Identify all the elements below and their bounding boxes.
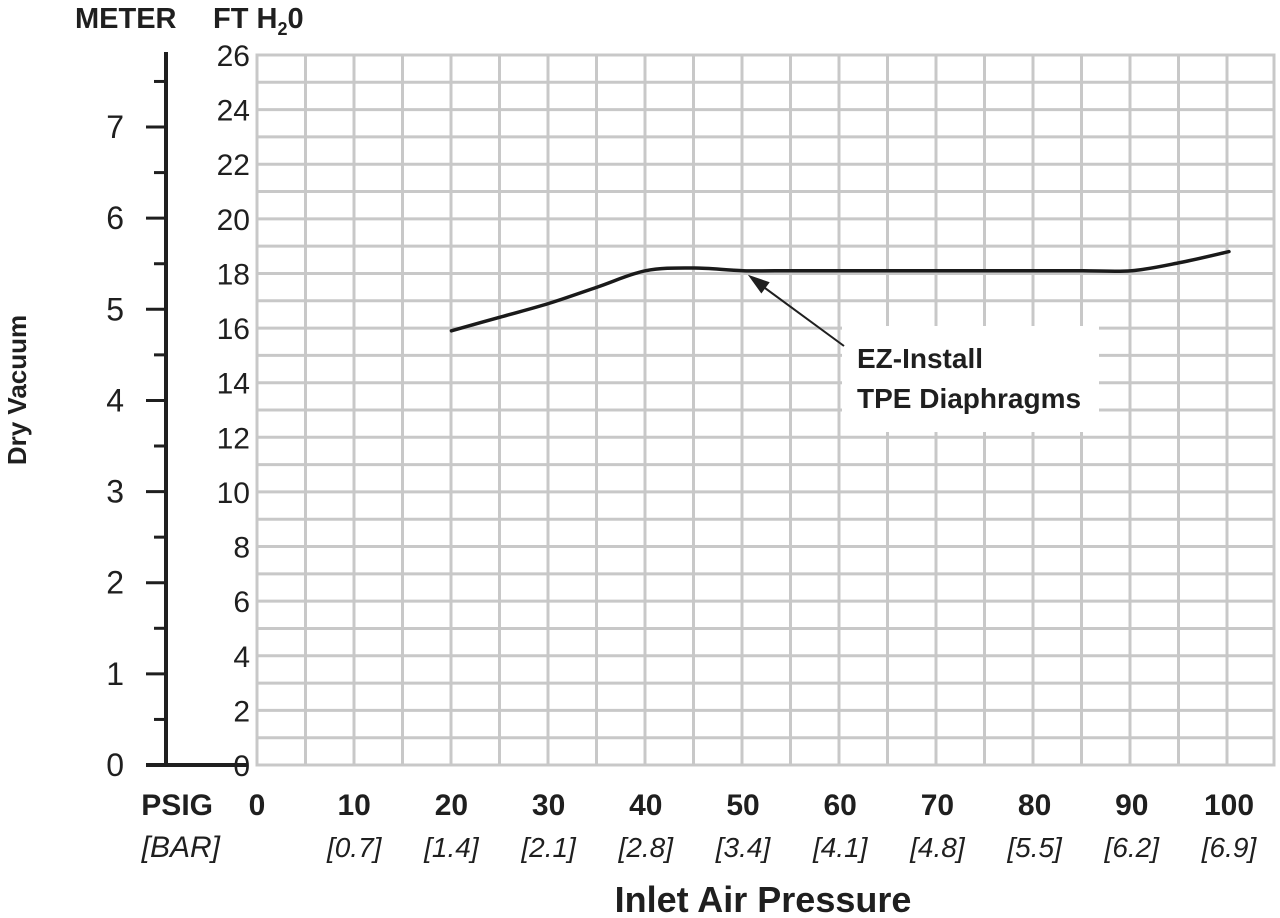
bar-tick-label: [2.8] <box>618 832 675 863</box>
ft-h2o-unit-sub: 2 <box>277 19 287 39</box>
bar-unit-label: [BAR] <box>141 831 221 864</box>
meter-tick-label: 2 <box>106 565 124 601</box>
psig-tick-label: 80 <box>1018 789 1051 822</box>
psig-tick-label: 20 <box>435 789 468 822</box>
psig-tick-label: 0 <box>249 789 266 822</box>
psig-tick-label: 100 <box>1204 789 1254 822</box>
chart-annotation: EZ-Install TPE Diaphragms <box>747 274 1099 432</box>
annotation-text-line: EZ-Install <box>857 343 983 374</box>
ft-h2o-tick-label: 20 <box>217 204 250 237</box>
ft-h2o-tick-label: 22 <box>217 149 250 182</box>
ft-h2o-tick-label: 4 <box>233 641 250 674</box>
annotation-text-line: TPE Diaphragms <box>857 383 1081 414</box>
meter-tick-label: 4 <box>106 382 124 418</box>
ft-h2o-tick-label: 14 <box>217 368 250 401</box>
ft-h2o-tick-label: 10 <box>217 477 250 510</box>
psig-tick-label: 70 <box>921 789 954 822</box>
series-layer <box>449 249 1231 333</box>
ft-h2o-tick-label: 8 <box>233 532 250 565</box>
chart-grid <box>255 53 1276 767</box>
psig-tick-label: 10 <box>338 789 371 822</box>
psig-axis: 0 10 [0.7] 20 [1.4] 30 [2.1] 40 [2.8] 50 [3.4] 60 [4… <box>249 789 1258 863</box>
bar-tick-label: [3.4] <box>715 832 772 863</box>
ft-h2o-tick-label: 26 <box>217 40 250 73</box>
bar-tick-label: [4.8] <box>909 832 966 863</box>
annotation-leader-line <box>761 284 845 347</box>
bar-tick-label: [6.2] <box>1104 832 1161 863</box>
psig-tick-label: 50 <box>726 789 759 822</box>
meter-tick-label: 7 <box>106 109 124 145</box>
ft-h2o-tick-label: 2 <box>233 695 250 728</box>
bar-tick-label: [0.7] <box>326 832 383 863</box>
meter-tick-label: 6 <box>106 200 124 236</box>
series-line-0 <box>449 249 1231 333</box>
bar-tick-label: [1.4] <box>423 832 480 863</box>
y-axis-title: Dry Vacuum <box>2 315 32 465</box>
bar-tick-label: [2.1] <box>520 832 577 863</box>
ft-h2o-tick-label: 6 <box>233 586 250 619</box>
ft-h2o-tick-label: 18 <box>217 258 250 291</box>
meter-tick-label: 0 <box>106 747 124 783</box>
ft-h2o-unit-main: FT H <box>213 3 277 35</box>
psig-tick-label: 60 <box>824 789 857 822</box>
meter-unit-label: METER <box>75 3 177 35</box>
ft-h2o-tick-label: 12 <box>217 422 250 455</box>
ft-h2o-unit-label: FT H20 <box>213 3 304 39</box>
meter-tick-label: 3 <box>106 474 124 510</box>
bar-tick-label: [5.5] <box>1006 832 1063 863</box>
psig-tick-label: 40 <box>629 789 662 822</box>
meter-tick-label: 5 <box>106 291 124 327</box>
meter-tick-label: 1 <box>106 656 124 692</box>
psig-tick-label: 90 <box>1115 789 1148 822</box>
annotation-arrowhead <box>747 274 770 294</box>
psig-tick-label: 30 <box>532 789 565 822</box>
annotation-box <box>842 326 1099 432</box>
ft-h2o-tick-label: 24 <box>217 95 250 128</box>
ft-h2o-unit-end: 0 <box>287 3 303 35</box>
bar-tick-label: [6.9] <box>1201 832 1258 863</box>
ft-h2o-tick-label: 0 <box>233 750 250 783</box>
ft-h2o-tick-label: 16 <box>217 313 250 346</box>
psig-unit-label: PSIG <box>141 789 213 822</box>
x-axis-title: Inlet Air Pressure <box>615 879 912 918</box>
bar-tick-label: [4.1] <box>812 832 869 863</box>
